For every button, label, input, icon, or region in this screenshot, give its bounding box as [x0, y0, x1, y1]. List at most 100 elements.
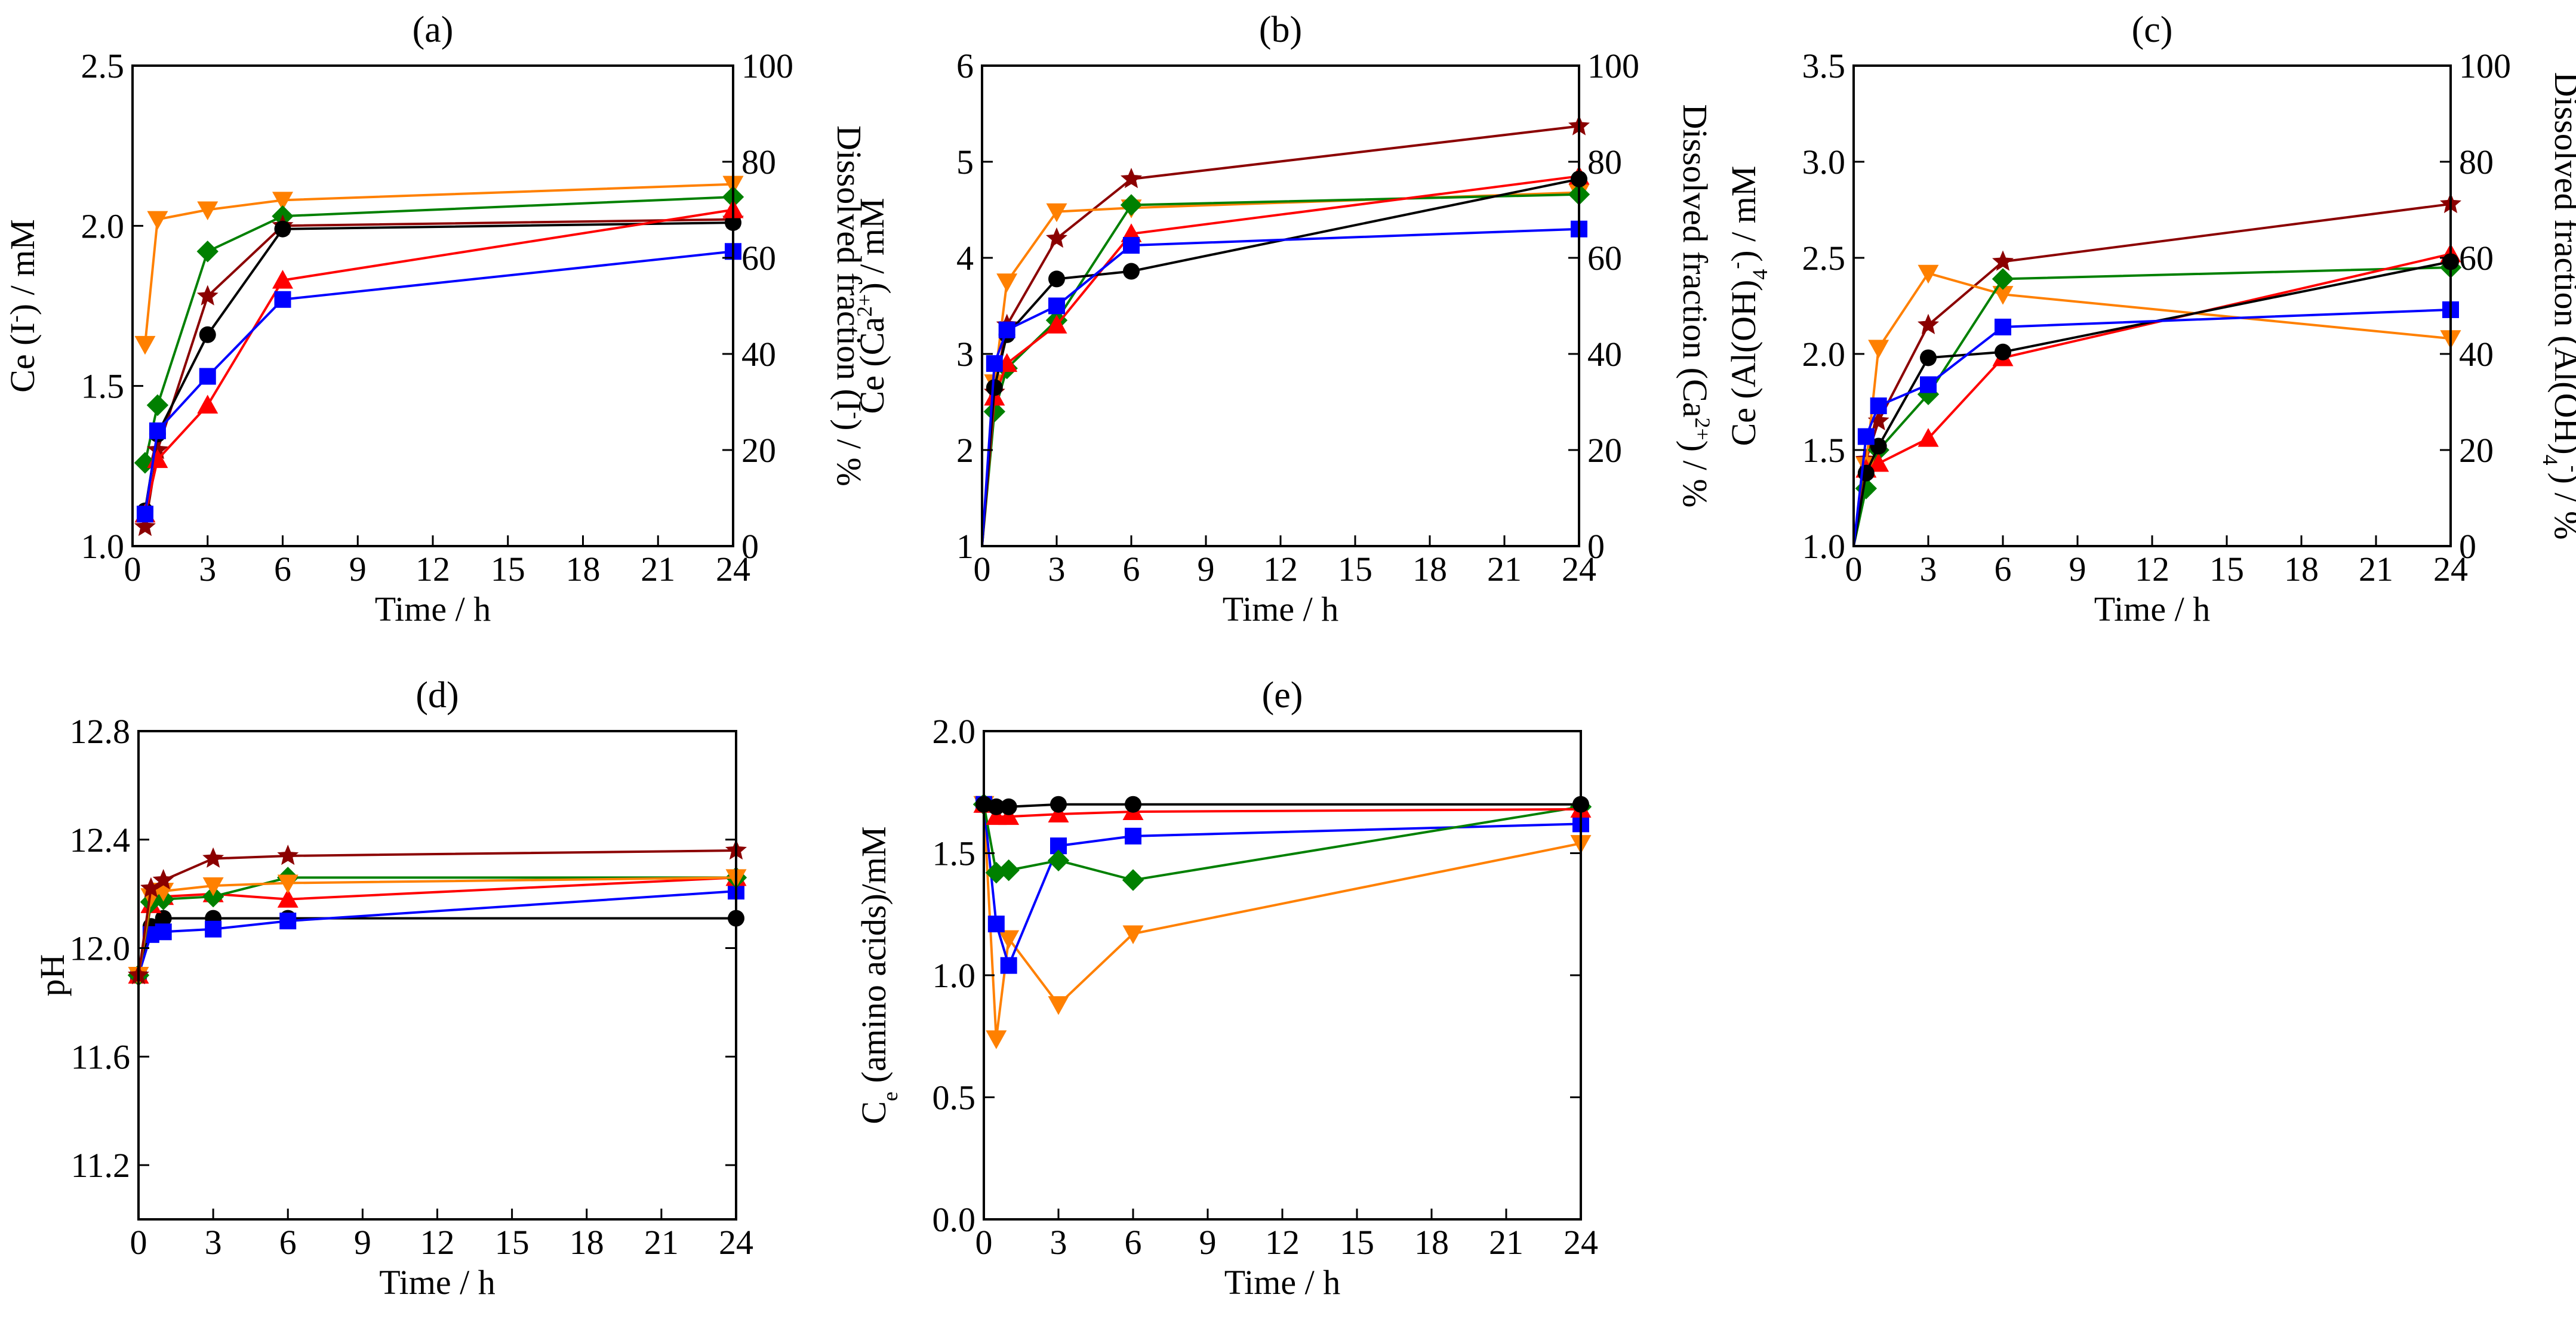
y2-tick-label: 60 [741, 239, 776, 278]
x-tick-label: 15 [2209, 550, 2244, 588]
y-tick-label: 12.0 [70, 929, 131, 968]
data-point [998, 930, 1020, 950]
series-line [983, 803, 1581, 818]
data-point [1125, 827, 1141, 845]
y-tick-label: 12.8 [70, 712, 131, 751]
data-point [1992, 268, 2014, 290]
series-line [144, 208, 734, 514]
x-tick-label: 21 [2359, 550, 2393, 588]
series-line [981, 178, 1580, 547]
x-tick-label: 24 [1562, 550, 1596, 588]
x-tick-label: 9 [1199, 1223, 1217, 1262]
y-tick-label: 0.5 [932, 1078, 976, 1117]
y-tick-label: 5 [956, 143, 974, 181]
y2-axis-label-part: 4 [2538, 455, 2562, 466]
data-point [987, 916, 1005, 933]
data-point [1047, 849, 1070, 871]
series-black [975, 796, 1589, 815]
data-point [197, 201, 218, 220]
data-point [1995, 318, 2011, 335]
x-tick-label: 0 [974, 550, 991, 588]
data-point [1918, 264, 1939, 284]
y2-tick-label: 80 [741, 143, 776, 181]
data-point [147, 211, 168, 230]
series-line [1852, 252, 2451, 547]
data-point [1870, 397, 1887, 414]
data-point [1920, 376, 1937, 393]
series-black [130, 910, 744, 984]
y-tick-label: 3.0 [1802, 143, 1846, 181]
data-point [1868, 453, 1889, 472]
y2-axis-label: Dissolved fraction (Ca2+) / % [1676, 104, 1715, 507]
y-tick-label: 3.5 [1802, 47, 1846, 85]
series-red [981, 165, 1590, 547]
y-tick-label: 2.5 [81, 47, 125, 85]
y2-tick-label: 20 [741, 431, 776, 470]
data-point [1868, 340, 1889, 359]
data-point [1123, 263, 1140, 280]
series-line [983, 804, 1581, 969]
data-point [146, 394, 169, 417]
x-tick-label: 12 [2135, 550, 2169, 588]
series-line [137, 849, 737, 976]
series-line [144, 218, 734, 528]
data-point [274, 291, 291, 308]
chart-title: (e) [1262, 675, 1303, 716]
x-tick-label: 15 [1338, 550, 1372, 588]
data-point [983, 400, 1006, 423]
y-tick-label: 1.0 [932, 956, 976, 995]
y-axis-label-part: ) / mM [852, 198, 891, 294]
series-orange [1852, 264, 2461, 547]
data-point [1048, 270, 1065, 288]
x-tick-label: 0 [1845, 550, 1863, 588]
y2-tick-label: 40 [2459, 335, 2494, 374]
data-point [274, 220, 291, 238]
x-tick-label: 0 [130, 1223, 147, 1262]
data-point [272, 192, 293, 211]
x-tick-label: 6 [279, 1223, 297, 1262]
x-tick-label: 18 [570, 1223, 604, 1262]
data-point [1867, 409, 1889, 430]
x-tick-label: 12 [420, 1223, 455, 1262]
data-point [199, 326, 216, 343]
y-axis-label-part: - [3, 315, 27, 322]
y-tick-label: 11.2 [71, 1146, 130, 1185]
x-tick-label: 24 [1564, 1223, 1598, 1262]
x-tick-label: 12 [416, 550, 450, 588]
chart-panel-a: (a) 0 3 6 9 12 15 18 21 24 1.0 1.5 2.0 2.5 0 20 40 60 80 10… [3, 10, 869, 628]
y-axis-label-part: Ce (I [3, 322, 42, 393]
x-axis-label: Time / h [2094, 590, 2210, 628]
series-line [981, 227, 1580, 547]
data-point [1857, 428, 1875, 445]
series-line [983, 803, 1581, 808]
y-axis-label: Ce (I-) / mM [3, 219, 42, 393]
series-line [1852, 308, 2451, 547]
x-tick-label: 24 [719, 1223, 753, 1262]
data-point [197, 395, 218, 414]
y-tick-label: 4 [956, 239, 974, 278]
y2-tick-label: 20 [2459, 431, 2494, 470]
data-point [199, 368, 216, 385]
plot-frame [1852, 64, 2452, 547]
x-tick-label: 6 [274, 550, 291, 588]
x-axis-label: Time / h [375, 590, 491, 628]
series-line [144, 221, 734, 511]
data-point [1121, 168, 1142, 189]
data-point [1992, 286, 2014, 305]
y2-tick-label: 0 [2459, 527, 2476, 566]
data-point [149, 422, 166, 439]
data-point [202, 886, 224, 908]
y2-tick-label: 100 [1587, 47, 1639, 85]
y2-axis-label-part: 2+ [1691, 418, 1715, 440]
y2-axis-label-part: ) / % [1676, 440, 1715, 508]
data-point [1122, 925, 1144, 944]
series-orange [973, 796, 1592, 1049]
x-tick-label: 0 [124, 550, 141, 588]
data-point [155, 923, 172, 941]
data-point [1995, 343, 2011, 360]
data-point [998, 321, 1015, 338]
x-axis-label: Time / h [1223, 590, 1338, 628]
x-tick-label: 18 [566, 550, 601, 588]
chart-panel-e: (e) 0 3 6 9 12 15 18 21 24 0.0 0.5 1.0 1.5 2.0 Time / h… [854, 675, 1598, 1302]
y2-axis-label-part: Dissolved fraction (I [830, 125, 869, 412]
